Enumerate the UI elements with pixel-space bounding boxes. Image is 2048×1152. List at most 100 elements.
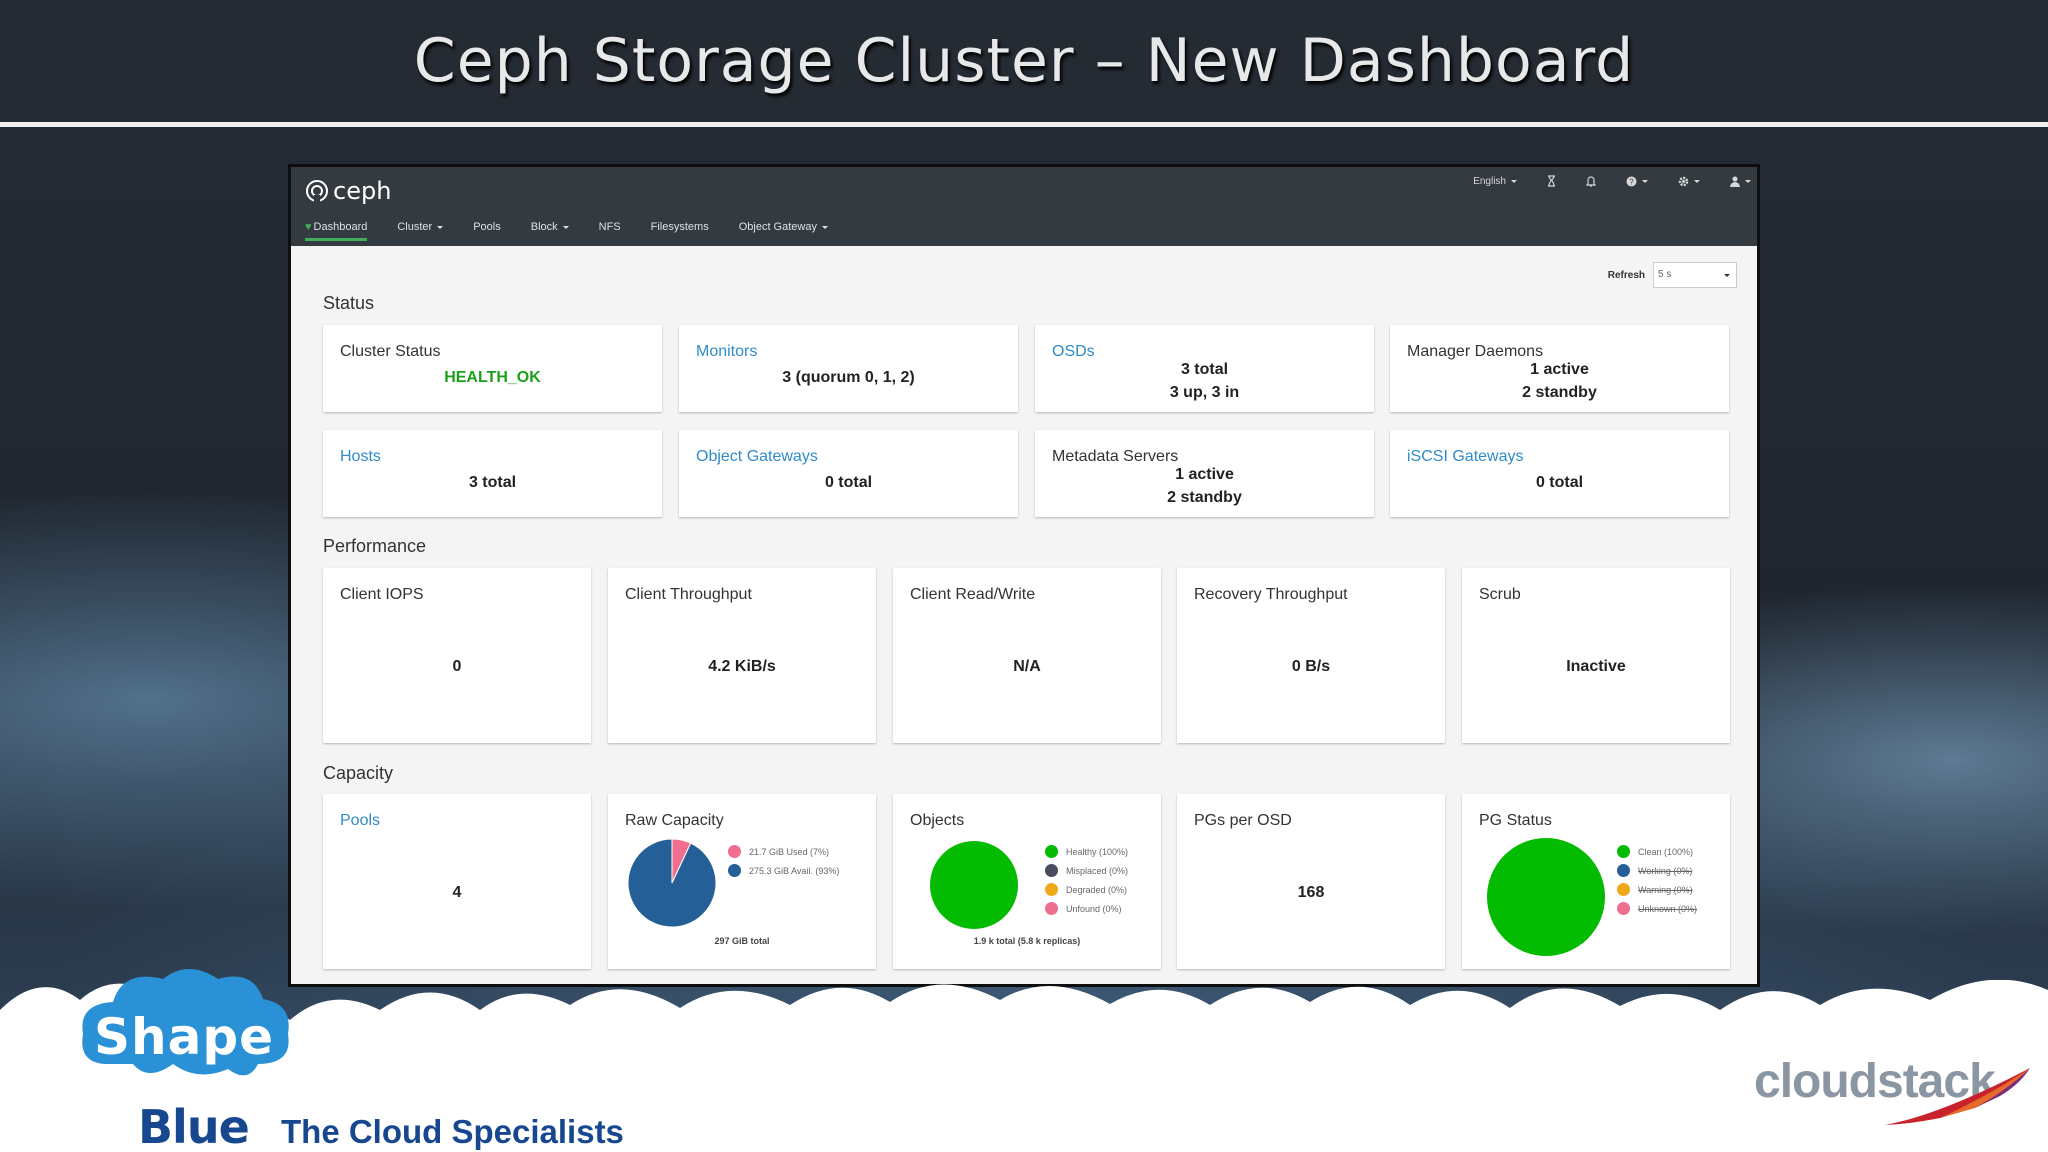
card-title: Objects [910,812,965,829]
tab-object-gateway[interactable]: Object Gateway [739,221,828,241]
chevron-down-icon [1694,179,1700,183]
apache-feather-icon [1885,1068,2030,1125]
section-status-title: Status [323,293,375,313]
refresh-label: Refresh [1607,269,1645,281]
card-iscsi-gateways: iSCSI Gateways 0 total [1390,430,1729,517]
card-metadata-servers: Metadata Servers 1 active 2 standby [1035,430,1374,517]
help-icon[interactable]: ? [1626,176,1648,187]
gear-icon[interactable] [1678,176,1700,187]
objects-legend: Healthy (100%) Misplaced (0%) Degraded (… [1045,842,1128,918]
scrub-value: Inactive [1566,658,1626,675]
ceph-logo-text: ceph [333,177,392,205]
refresh-control: Refresh 5 s [1608,262,1737,288]
card-title: PGs per OSD [1194,812,1292,829]
tab-label: Pools [473,221,501,233]
throughput-value: 4.2 KiB/s [708,658,776,675]
hosts-link[interactable]: Hosts [340,448,381,465]
card-osds: OSDs 3 total 3 up, 3 in [1035,325,1374,412]
heart-icon: ♥ [305,221,312,233]
card-title: Metadata Servers [1052,448,1179,465]
legend-item: Misplaced (0%) [1045,861,1128,880]
legend-dot-unfound [1045,902,1058,915]
legend-dot-working [1617,864,1630,877]
tab-nfs[interactable]: NFS [599,221,621,241]
legend-item: Working (0%) [1617,861,1697,880]
card-title: Manager Daemons [1407,343,1544,360]
managers-active: 1 active [1530,361,1589,378]
legend-label: Misplaced (0%) [1066,865,1129,876]
hourglass-icon[interactable] [1547,175,1556,187]
osds-link[interactable]: OSDs [1052,343,1095,360]
shapeblue-logo-blue: Blue [138,1100,250,1152]
tab-label: Dashboard [313,221,368,233]
readwrite-value: N/A [1013,658,1041,675]
recovery-value: 0 B/s [1291,658,1331,675]
iops-value: 0 [452,658,462,675]
iscsi-value: 0 total [1535,474,1584,491]
tab-block[interactable]: Block [531,221,569,241]
card-raw-capacity: Raw Capacity 21.7 GiB Used (7%) 275.3 Gi… [608,794,876,969]
legend-dot-misplaced [1045,864,1058,877]
tab-dashboard[interactable]: ♥ Dashboard [305,221,368,241]
legend-item: Unfound (0%) [1045,899,1128,918]
chevron-down-icon [562,225,569,229]
legend-dot-clean [1617,845,1630,858]
chevron-down-icon [437,225,444,229]
ceph-logo[interactable]: ceph [305,177,391,205]
legend-label: Working (0%) [1638,865,1693,876]
chevron-down-icon [821,225,828,229]
card-cluster-status: Cluster Status HEALTH_OK [323,325,662,412]
object-gateways-link[interactable]: Object Gateways [696,448,818,465]
raw-capacity-pie-chart [628,839,716,927]
monitors-link[interactable]: Monitors [696,343,758,360]
card-client-iops: Client IOPS 0 [323,568,591,743]
tab-label: Object Gateway [738,221,817,233]
card-title: Recovery Throughput [1194,586,1348,603]
main-tabs: ♥ Dashboard Cluster Pools Block NFS File… [305,221,858,241]
card-pgs-per-osd: PGs per OSD 168 [1177,794,1445,969]
raw-capacity-total: 297 GiB total [714,936,770,946]
refresh-value: 5 s [1658,269,1672,280]
iscsi-link[interactable]: iSCSI Gateways [1407,448,1524,465]
legend-item: 275.3 GiB Avail. (93%) [728,861,839,880]
card-manager-daemons: Manager Daemons 1 active 2 standby [1390,325,1729,412]
svg-text:?: ? [1629,177,1634,186]
user-icon[interactable] [1730,176,1751,187]
section-capacity-title: Capacity [323,763,394,783]
legend-item: 21.7 GiB Used (7%) [728,842,839,861]
dashboard-content: Refresh 5 s Status Cluster Status HEALTH… [291,246,1757,984]
shapeblue-tagline: The Cloud Specialists [281,1113,624,1150]
chevron-down-icon [1642,179,1648,183]
legend-label: Unfound (0%) [1066,903,1122,914]
card-title: Client IOPS [340,586,424,603]
refresh-select[interactable]: 5 s [1653,262,1737,288]
chevron-down-icon [1724,274,1730,277]
top-right-menu: English ? [1443,175,1751,187]
legend-label: Clean (100%) [1638,846,1694,857]
card-client-readwrite: Client Read/Write N/A [893,568,1161,743]
card-monitors: Monitors 3 (quorum 0, 1, 2) [679,325,1018,412]
legend-item: Healthy (100%) [1045,842,1128,861]
card-title: Client Throughput [625,586,752,603]
card-title: Raw Capacity [625,812,724,829]
legend-label: 275.3 GiB Avail. (93%) [749,865,840,876]
monitors-value: 3 (quorum 0, 1, 2) [782,369,915,386]
legend-item: Degraded (0%) [1045,880,1128,899]
pie-slice-clean [1487,838,1605,956]
legend-label: 21.7 GiB Used (7%) [749,846,830,857]
legend-item: Clean (100%) [1617,842,1697,861]
pools-link[interactable]: Pools [340,812,381,829]
legend-label: Healthy (100%) [1066,846,1129,857]
card-title: Scrub [1479,586,1521,603]
tab-filesystems[interactable]: Filesystems [651,221,709,241]
bell-icon[interactable] [1586,175,1596,187]
ceph-logo-icon [306,180,328,203]
tab-cluster[interactable]: Cluster [397,221,444,241]
legend-dot-avail [728,864,741,877]
tab-label: Cluster [397,221,433,233]
card-scrub: Scrub Inactive [1462,568,1730,743]
language-selector[interactable]: English [1473,176,1517,187]
tab-pools[interactable]: Pools [473,221,501,241]
chevron-down-icon [1745,179,1751,183]
card-recovery-throughput: Recovery Throughput 0 B/s [1177,568,1445,743]
